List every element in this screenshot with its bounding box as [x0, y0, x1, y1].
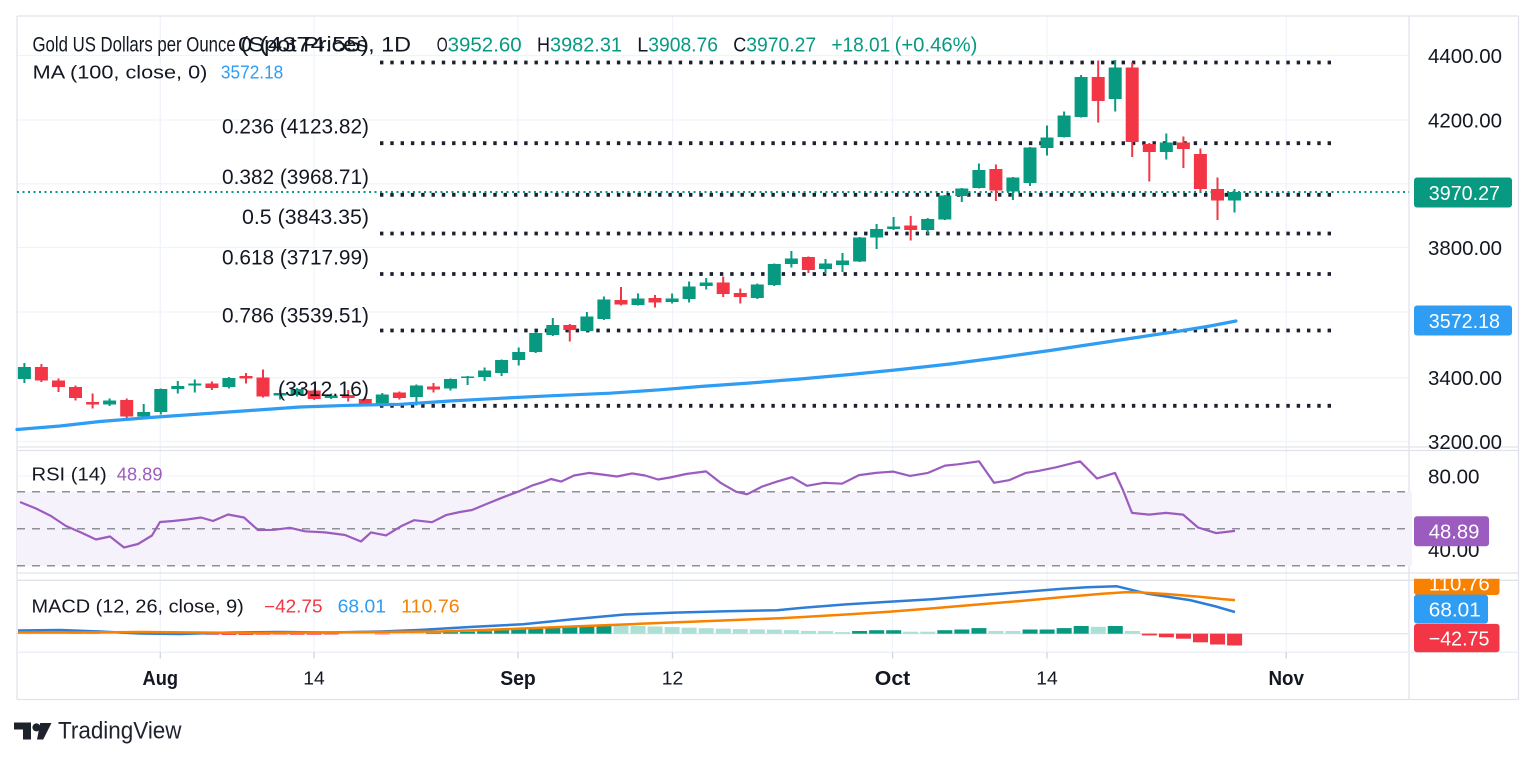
svg-text:Oct: Oct	[875, 668, 911, 690]
svg-text:(3312.16): (3312.16)	[278, 378, 369, 401]
svg-text:3908.76: 3908.76	[648, 34, 718, 56]
svg-text:110.76: 110.76	[401, 597, 459, 617]
svg-text:48.89: 48.89	[117, 465, 163, 485]
svg-text:14: 14	[303, 667, 325, 688]
svg-text:4200.00: 4200.00	[1428, 109, 1502, 132]
svg-text:3952.60: 3952.60	[448, 34, 522, 56]
svg-text:Gold US Dollars per Ounce: Gold US Dollars per Ounce	[33, 33, 236, 56]
svg-text:68.01: 68.01	[338, 597, 386, 617]
svg-text:+18.01: +18.01	[831, 34, 890, 56]
svg-text:L: L	[637, 34, 648, 56]
svg-text:C: C	[733, 34, 746, 56]
svg-text:4400.00: 4400.00	[1428, 45, 1502, 68]
svg-text:68.01: 68.01	[1429, 598, 1481, 621]
svg-text:3200.00: 3200.00	[1428, 431, 1502, 454]
svg-text:Sep: Sep	[500, 668, 536, 690]
svg-text:110.76: 110.76	[1429, 572, 1490, 595]
svg-text:0 (4374.55): 0 (4374.55)	[238, 34, 369, 57]
svg-text:3970.27: 3970.27	[1429, 182, 1500, 205]
svg-text:Aug: Aug	[143, 668, 179, 690]
svg-text:MA (100, close, 0): MA (100, close, 0)	[33, 62, 208, 83]
svg-text:0.786 (3539.51): 0.786 (3539.51)	[222, 305, 369, 328]
svg-text:0.382 (3968.71): 0.382 (3968.71)	[222, 166, 369, 189]
svg-text:0.5 (3843.35): 0.5 (3843.35)	[242, 206, 369, 229]
svg-text:O: O	[437, 34, 448, 56]
svg-text:Nov: Nov	[1268, 668, 1304, 690]
svg-text:TradingView: TradingView	[58, 718, 182, 745]
svg-text:80.00: 80.00	[1428, 465, 1480, 488]
svg-text:H: H	[537, 34, 550, 56]
svg-text:−42.75: −42.75	[264, 597, 323, 617]
svg-text:MACD (12, 26, close, 9): MACD (12, 26, close, 9)	[32, 597, 244, 617]
svg-text:3572.18: 3572.18	[1429, 310, 1500, 333]
svg-text:0.236 (4123.82): 0.236 (4123.82)	[222, 116, 369, 139]
svg-text:12: 12	[662, 667, 684, 688]
svg-text:3970.27: 3970.27	[746, 34, 816, 56]
svg-text:0.618 (3717.99): 0.618 (3717.99)	[222, 247, 369, 270]
svg-text:RSI (14): RSI (14)	[32, 465, 107, 485]
svg-text:3982.31: 3982.31	[550, 34, 622, 56]
svg-text:14: 14	[1036, 667, 1058, 688]
svg-text:3800.00: 3800.00	[1428, 237, 1502, 260]
svg-text:3400.00: 3400.00	[1428, 367, 1502, 390]
svg-text:(Spot Prices, 1D: (Spot Prices, 1D	[241, 33, 411, 56]
svg-text:48.89: 48.89	[1429, 521, 1480, 544]
svg-text:3572.18: 3572.18	[221, 62, 283, 83]
svg-text:−42.75: −42.75	[1429, 627, 1490, 650]
svg-text:(+0.46%): (+0.46%)	[895, 34, 978, 56]
